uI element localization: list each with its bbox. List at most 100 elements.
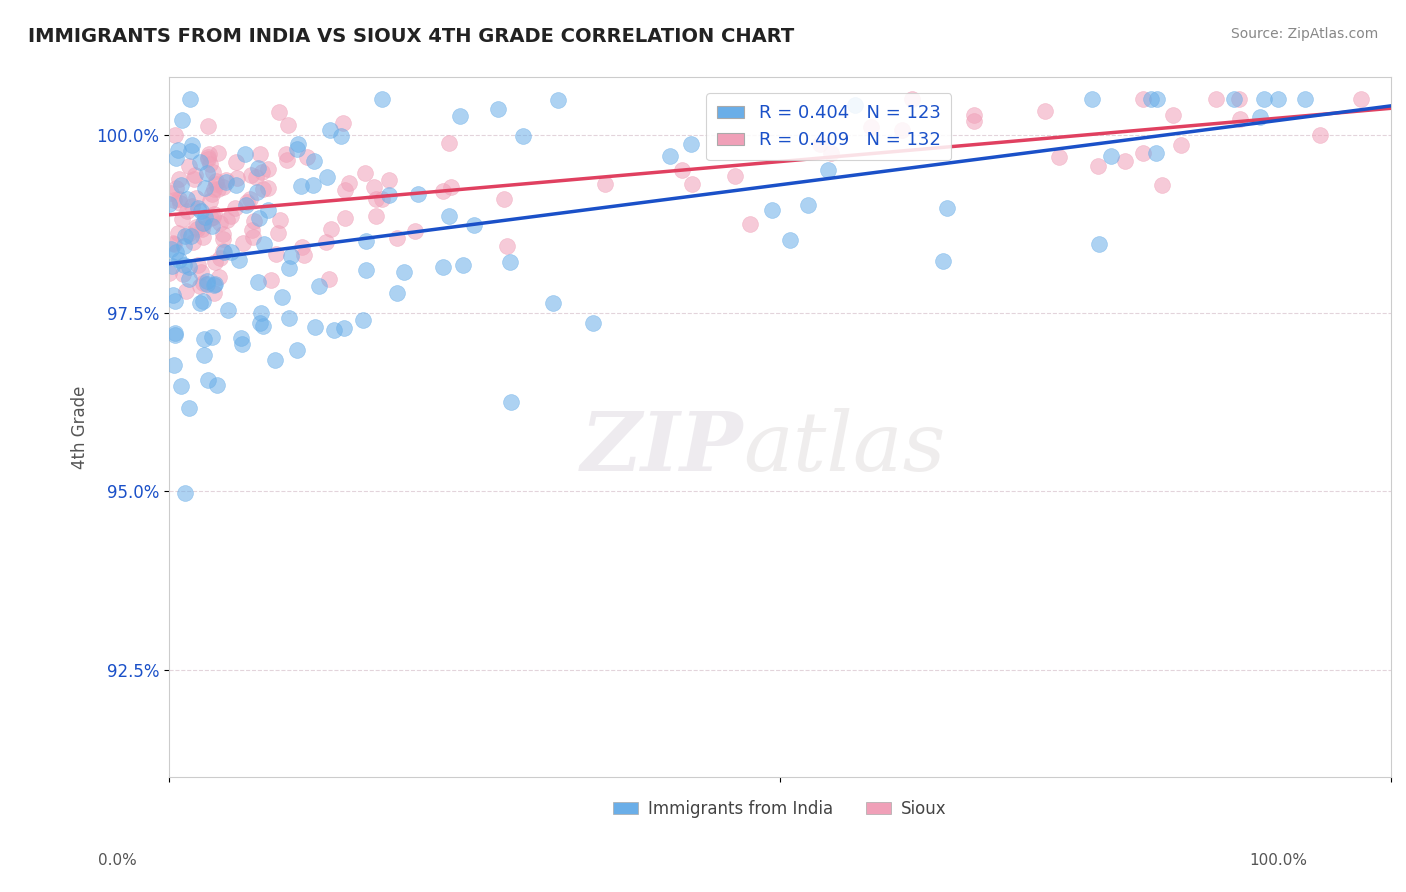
Point [264, 247, 287, 261]
Point [252, 318, 274, 333]
Point [681, 137, 703, 152]
Point [250, 165, 273, 179]
Point [186, 221, 208, 235]
Point [1087, 159, 1109, 173]
Point [354, 166, 377, 180]
Point [463, 218, 485, 232]
Point [170, 379, 193, 393]
Point [201, 219, 224, 233]
Point [280, 249, 302, 263]
Point [1309, 128, 1331, 142]
Point [287, 136, 309, 151]
Point [187, 258, 209, 272]
Point [593, 178, 616, 192]
Point [681, 178, 703, 192]
Point [197, 119, 219, 133]
Text: 0.0%: 0.0% [98, 854, 138, 868]
Point [332, 321, 354, 335]
Point [315, 235, 337, 249]
Point [302, 154, 325, 169]
Point [371, 92, 394, 106]
Point [297, 150, 319, 164]
Point [205, 378, 228, 392]
Point [188, 295, 211, 310]
Point [1205, 92, 1227, 106]
Point [231, 337, 253, 351]
Point [267, 226, 290, 240]
Point [236, 195, 259, 210]
Point [176, 192, 198, 206]
Point [180, 199, 202, 213]
Point [191, 276, 214, 290]
Point [201, 186, 224, 201]
Point [363, 180, 385, 194]
Point [169, 195, 191, 210]
Point [177, 401, 200, 416]
Point [1132, 146, 1154, 161]
Point [219, 209, 242, 223]
Point [406, 186, 429, 201]
Point [207, 145, 229, 160]
Text: Source: ZipAtlas.com: Source: ZipAtlas.com [1230, 27, 1378, 41]
Point [1267, 92, 1289, 106]
Point [257, 202, 280, 217]
Point [354, 262, 377, 277]
Point [163, 237, 186, 252]
Point [217, 302, 239, 317]
Point [1249, 110, 1271, 124]
Point [159, 197, 181, 211]
Point [225, 171, 247, 186]
Point [333, 183, 356, 197]
Point [439, 180, 461, 194]
Point [541, 296, 564, 310]
Point [1035, 104, 1057, 119]
Text: IMMIGRANTS FROM INDIA VS SIOUX 4TH GRADE CORRELATION CHART: IMMIGRANTS FROM INDIA VS SIOUX 4TH GRADE… [28, 27, 794, 45]
Point [198, 156, 221, 170]
Point [207, 270, 229, 285]
Point [212, 180, 235, 194]
Point [239, 192, 262, 206]
Point [1229, 112, 1251, 126]
Point [177, 260, 200, 274]
Point [212, 244, 235, 258]
Point [333, 211, 356, 226]
Point [370, 192, 392, 206]
Point [225, 155, 247, 169]
Point [173, 239, 195, 253]
Point [499, 254, 522, 268]
Point [1087, 236, 1109, 251]
Point [157, 266, 180, 280]
Point [202, 206, 225, 220]
Point [270, 290, 292, 304]
Point [449, 109, 471, 123]
Point [195, 274, 218, 288]
Point [740, 217, 762, 231]
Point [671, 162, 693, 177]
Point [274, 146, 297, 161]
Point [177, 227, 200, 241]
Point [932, 254, 955, 268]
Point [385, 231, 408, 245]
Point [437, 136, 460, 150]
Point [276, 153, 298, 167]
Point [378, 187, 401, 202]
Point [432, 260, 454, 274]
Point [582, 316, 605, 330]
Point [494, 192, 516, 206]
Point [316, 169, 339, 184]
Point [1170, 137, 1192, 152]
Point [1132, 92, 1154, 106]
Point [247, 211, 270, 226]
Point [195, 277, 218, 291]
Point [246, 161, 269, 175]
Point [212, 227, 235, 242]
Point [496, 239, 519, 253]
Point [205, 177, 228, 191]
Point [228, 252, 250, 267]
Point [1081, 92, 1104, 106]
Point [432, 184, 454, 198]
Point [290, 178, 312, 193]
Point [247, 275, 270, 289]
Point [319, 122, 342, 136]
Point [208, 216, 231, 230]
